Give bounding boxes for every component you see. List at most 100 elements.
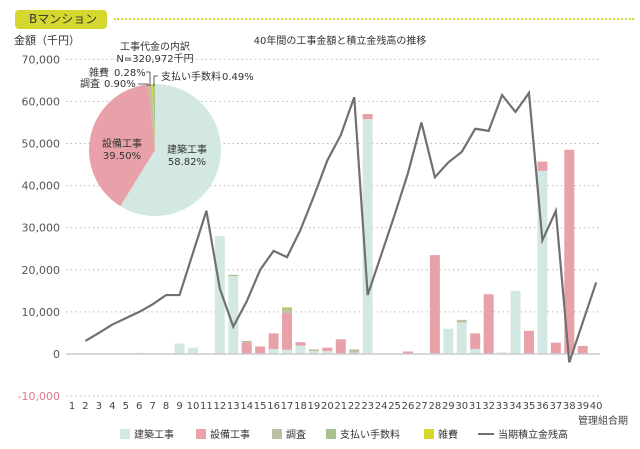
pie-label-設備工事: 設備工事 — [102, 137, 142, 150]
x-tick-label: 17 — [281, 401, 294, 412]
bar-建築工事 — [470, 348, 481, 354]
bar-設備工事 — [241, 342, 252, 354]
x-tick-label: 14 — [240, 401, 253, 412]
bar-支払い手数料 — [228, 274, 239, 277]
pie-slice-支払い手数料 — [152, 84, 155, 150]
leader-line — [153, 75, 158, 86]
bar-建築工事 — [228, 276, 239, 354]
bar-建築工事 — [308, 351, 319, 354]
x-tick-label: 35 — [523, 401, 536, 412]
x-tick-label: 2 — [82, 401, 88, 412]
pie-subtitle: N=320,972千円 — [116, 53, 193, 65]
x-tick-label: 25 — [388, 401, 401, 412]
y-axis-label: 金額（千円） — [14, 33, 80, 47]
x-tick-label: 30 — [455, 401, 468, 412]
pie-title: 工事代金の内訳 — [120, 40, 190, 53]
bar-支払い手数料 — [282, 308, 293, 311]
bar-設備工事 — [268, 333, 279, 349]
y-tick-label: 30,000 — [22, 222, 61, 235]
bar-建築工事 — [174, 343, 185, 354]
bar-調査 — [349, 349, 360, 353]
pie-label-建築工事: 建築工事 — [167, 143, 207, 156]
bar-設備工事 — [322, 347, 333, 352]
bar-建築工事 — [187, 347, 198, 354]
bar-調査 — [456, 319, 467, 323]
legend-label: 設備工事 — [210, 428, 250, 441]
chart-title: 40年間の工事金額と積立金残高の推移 — [254, 34, 427, 47]
legend-label: 建築工事 — [134, 428, 174, 441]
x-tick-label: 23 — [361, 401, 374, 412]
x-tick-label: 3 — [96, 401, 102, 412]
legend-label: 支払い手数料 — [340, 428, 400, 441]
bar-設備工事 — [550, 342, 561, 354]
y-tick-label: 60,000 — [22, 95, 61, 108]
x-tick-label: 19 — [308, 401, 321, 412]
x-axis-label: 管理組合期 — [578, 414, 628, 427]
pie-label-調査: 調査 — [80, 77, 100, 90]
y-tick-label: 50,000 — [22, 138, 61, 151]
bar-設備工事 — [483, 294, 494, 354]
x-tick-label: 6 — [136, 401, 142, 412]
bar-雑費 — [282, 307, 293, 309]
y-tick-label: 70,000 — [22, 53, 61, 66]
legend-swatch — [424, 429, 434, 439]
pie-value-設備工事: 39.50% — [103, 151, 141, 162]
y-tick-label: 20,000 — [22, 264, 61, 277]
x-tick-label: 11 — [200, 401, 213, 412]
pie-value-建築工事: 58.82% — [168, 157, 206, 168]
x-tick-label: 36 — [536, 401, 549, 412]
x-tick-label: 29 — [442, 401, 455, 412]
legend-swatch — [196, 429, 206, 439]
bar-設備工事 — [282, 313, 293, 350]
pie-slice-調査 — [148, 84, 155, 150]
bar-建築工事 — [282, 349, 293, 354]
x-tick-label: 4 — [109, 401, 115, 412]
line-当期積立金残高 — [84, 89, 598, 363]
x-tick-label: 9 — [176, 401, 182, 412]
x-tick-label: 39 — [576, 401, 589, 412]
bar-設備工事 — [577, 346, 588, 354]
y-tick-label: 10,000 — [22, 306, 61, 319]
x-tick-label: 8 — [163, 401, 169, 412]
pie-slice-設備工事 — [88, 84, 155, 207]
x-tick-label: 18 — [294, 401, 307, 412]
bar-建築工事 — [214, 236, 225, 354]
bar-設備工事 — [362, 114, 373, 120]
x-tick-label: 28 — [429, 401, 442, 412]
bar-支払い手数料 — [241, 340, 252, 343]
x-tick-label: 40 — [590, 401, 603, 412]
bar-建築工事 — [497, 352, 508, 354]
bar-建築工事 — [322, 351, 333, 354]
x-tick-label: 34 — [509, 401, 522, 412]
x-tick-label: 32 — [482, 401, 495, 412]
x-tick-label: 33 — [496, 401, 509, 412]
x-tick-label: 10 — [187, 401, 200, 412]
x-tick-label: 21 — [334, 401, 347, 412]
bar-建築工事 — [443, 328, 454, 354]
x-tick-label: 26 — [402, 401, 415, 412]
y-tick-label: 0 — [53, 348, 60, 361]
bar-建築工事 — [537, 170, 548, 354]
x-tick-label: 15 — [254, 401, 267, 412]
legend-swatch — [120, 429, 130, 439]
section-title-badge: Bマンション — [15, 10, 107, 29]
bar-設備工事 — [429, 255, 440, 354]
pie-label-雑費: 雑費 — [89, 66, 109, 79]
bar-調査 — [282, 310, 293, 314]
bar-建築工事 — [456, 322, 467, 354]
y-tick-label: 40,000 — [22, 180, 61, 193]
pie-slice-雑費 — [151, 84, 155, 150]
leader-line — [138, 83, 149, 86]
x-tick-label: 1 — [69, 401, 75, 412]
bar-建築工事 — [295, 345, 306, 354]
x-tick-label: 5 — [123, 401, 129, 412]
x-tick-label: 16 — [267, 401, 280, 412]
bar-設備工事 — [564, 149, 575, 354]
x-tick-label: 24 — [375, 401, 388, 412]
x-tick-label: 31 — [469, 401, 482, 412]
pie-slice-建築工事 — [120, 84, 221, 216]
dotted-divider — [114, 18, 634, 20]
legend-label: 調査 — [286, 428, 306, 441]
